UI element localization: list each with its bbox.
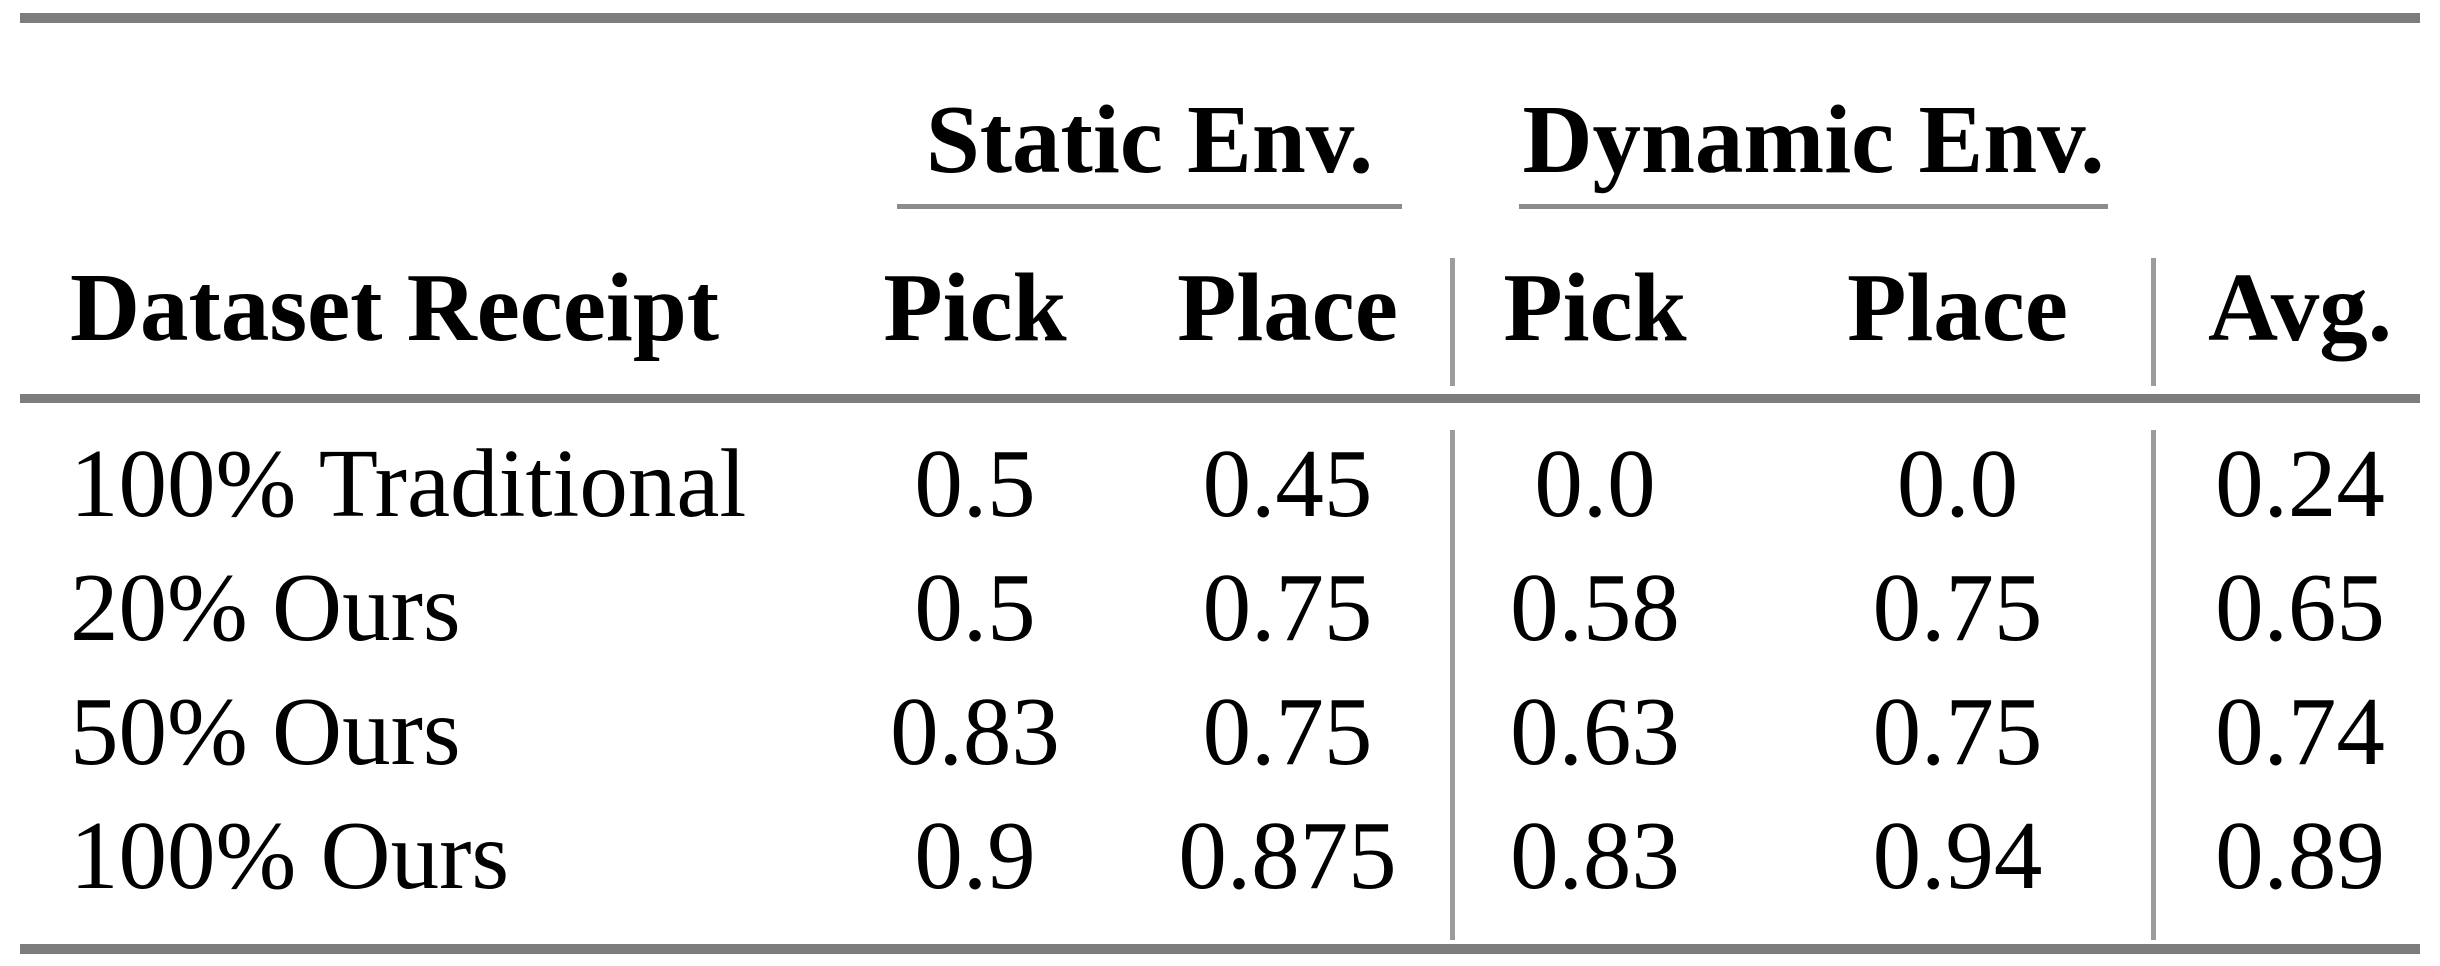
row-label: 50% Ours xyxy=(70,678,461,785)
mid-rule xyxy=(20,394,2420,403)
cell-dynamic-place: 0.0 xyxy=(1896,430,2019,537)
cell-dynamic-place: 0.94 xyxy=(1872,802,2043,909)
cell-static-pick: 0.5 xyxy=(914,430,1036,537)
cell-avg: 0.74 xyxy=(2215,678,2385,785)
cell-static-place: 0.45 xyxy=(1202,430,1373,537)
cell-static-pick: 0.9 xyxy=(914,802,1036,909)
top-rule xyxy=(20,13,2420,23)
bottom-rule xyxy=(20,944,2420,954)
col-header-static-place: Place xyxy=(1177,254,1398,361)
col-header-dynamic-place: Place xyxy=(1847,254,2068,361)
col-header-dataset-receipt: Dataset Receipt xyxy=(70,254,720,361)
row-label: 20% Ours xyxy=(70,554,461,661)
vertical-rule-1-body xyxy=(1450,430,1455,940)
cell-dynamic-place: 0.75 xyxy=(1872,554,2043,661)
cell-dynamic-place: 0.75 xyxy=(1872,678,2043,785)
group-header-static-env: Static Env. xyxy=(925,86,1374,193)
vertical-rule-2-body xyxy=(2151,430,2156,940)
row-label: 100% Ours xyxy=(70,802,510,909)
vertical-rule-2-header xyxy=(2151,258,2156,386)
cell-static-pick: 0.5 xyxy=(914,554,1036,661)
cell-dynamic-pick: 0.0 xyxy=(1534,430,1656,537)
cell-dynamic-pick: 0.58 xyxy=(1510,554,1680,661)
group-header-dynamic-env: Dynamic Env. xyxy=(1522,86,2105,193)
cell-static-place: 0.875 xyxy=(1178,802,1397,909)
row-label: 100% Traditional xyxy=(70,430,747,537)
cell-avg: 0.24 xyxy=(2215,430,2385,537)
dynamic-env-underline xyxy=(1519,204,2108,209)
cell-static-pick: 0.83 xyxy=(890,678,1060,785)
cell-dynamic-pick: 0.63 xyxy=(1510,678,1680,785)
cell-static-place: 0.75 xyxy=(1202,678,1373,785)
cell-dynamic-pick: 0.83 xyxy=(1510,802,1680,909)
static-env-underline xyxy=(897,204,1402,209)
cell-avg: 0.65 xyxy=(2215,554,2385,661)
cell-avg: 0.89 xyxy=(2215,802,2385,909)
cell-static-place: 0.75 xyxy=(1202,554,1373,661)
col-header-avg: Avg. xyxy=(2207,254,2393,361)
col-header-static-pick: Pick xyxy=(883,254,1067,361)
vertical-rule-1-header xyxy=(1450,258,1455,386)
col-header-dynamic-pick: Pick xyxy=(1503,254,1687,361)
